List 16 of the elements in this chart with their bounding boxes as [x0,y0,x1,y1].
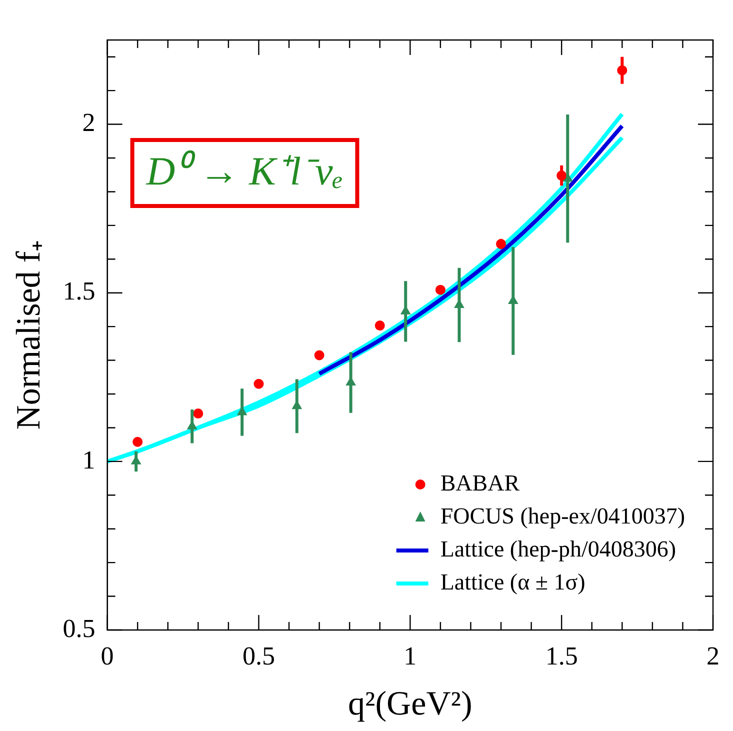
annotation: D⁰ → K⁺l⁻νₑ [145,148,344,194]
x-tick-label: 1 [404,641,417,670]
y-tick-label: 0.5 [62,614,96,643]
legend-label: Lattice (hep-ph/0408306) [440,536,676,562]
x-tick-label: 1.5 [545,641,578,670]
y-tick-label: 1.5 [62,276,96,306]
x-axis-title: q²(GeV²) [348,686,472,723]
legend-label: BABAR [440,470,520,496]
x-tick-label: 0 [100,641,114,670]
x-tick-label: 2 [706,641,720,670]
y-tick-label: 2 [82,108,96,138]
legend-label: Lattice (α ± 1σ) [440,570,586,595]
x-tick-label: 0.5 [242,641,275,670]
y-axis-title: Normalised f₊ [10,240,48,430]
y-tick-label: 1 [82,445,96,474]
legend-label: FOCUS (hep-ex/0410037) [440,504,686,529]
